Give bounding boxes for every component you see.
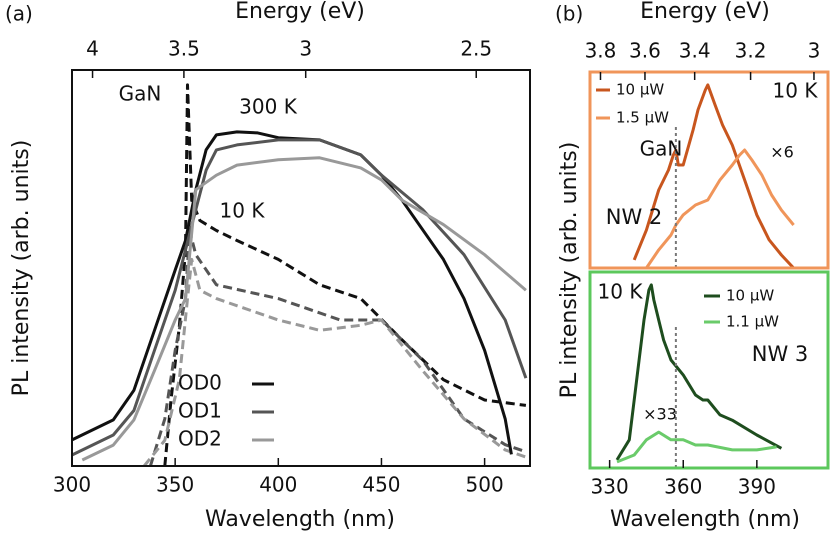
annotation: NW 3 bbox=[752, 342, 809, 366]
annotation: 10 K bbox=[773, 79, 819, 103]
x-tick-label: 400 bbox=[259, 473, 297, 497]
x2-tick-label: 4 bbox=[86, 37, 99, 61]
legend-label: 10 µW bbox=[726, 287, 774, 305]
frame bbox=[71, 69, 531, 467]
legend-label: OD1 bbox=[178, 399, 222, 423]
legend-label: 10 µW bbox=[616, 81, 664, 99]
x2-tick-label: 3.2 bbox=[735, 39, 767, 63]
x-tick-label: 300 bbox=[53, 473, 91, 497]
annotation: 10 K bbox=[598, 280, 644, 304]
curve bbox=[163, 83, 527, 467]
annotation: GaN bbox=[119, 82, 162, 106]
curve bbox=[71, 138, 528, 457]
curve bbox=[615, 283, 783, 461]
x-tick-label: 330 bbox=[591, 475, 629, 499]
legend-label: 1.5 µW bbox=[616, 109, 669, 127]
x2-axis-title: Energy (eV) bbox=[235, 0, 365, 24]
x-axis-title: Wavelength (nm) bbox=[610, 507, 800, 532]
x2-tick-label: 3.4 bbox=[679, 39, 711, 63]
curve bbox=[71, 130, 513, 455]
x2-tick-label: 3.5 bbox=[168, 37, 200, 61]
panel-label: (b) bbox=[555, 2, 583, 26]
annotation: ×6 bbox=[770, 143, 794, 162]
x-tick-label: 500 bbox=[466, 473, 504, 497]
curve bbox=[616, 430, 777, 464]
curve bbox=[632, 83, 795, 270]
frame bbox=[588, 270, 830, 470]
panel-label: (a) bbox=[5, 2, 33, 26]
curve bbox=[81, 156, 527, 462]
x2-tick-label: 2.5 bbox=[460, 37, 492, 61]
annotation: ×33 bbox=[643, 405, 677, 424]
x2-tick-label: 3.6 bbox=[629, 39, 661, 63]
x-tick-label: 390 bbox=[738, 475, 776, 499]
x-tick-label: 450 bbox=[362, 473, 400, 497]
y-axis-title: PL intensity (arb. units) bbox=[9, 140, 34, 397]
frame bbox=[588, 70, 830, 270]
x2-tick-label: 3 bbox=[808, 39, 821, 63]
x2-tick-label: 3.8 bbox=[585, 39, 617, 63]
annotation: 10 K bbox=[220, 199, 266, 223]
x-axis-title: Wavelength (nm) bbox=[205, 507, 395, 532]
legend-label: 1.1 µW bbox=[726, 313, 779, 331]
annotation: 300 K bbox=[239, 95, 298, 119]
x2-tick-label: 3 bbox=[299, 37, 312, 61]
annotation: GaN bbox=[640, 137, 683, 161]
legend-label: OD2 bbox=[178, 427, 222, 451]
x-tick-label: 350 bbox=[156, 473, 194, 497]
annotation: NW 2 bbox=[606, 205, 663, 229]
y-axis-title: PL intensity (arb. units) bbox=[557, 142, 582, 399]
legend-label: OD0 bbox=[178, 371, 222, 395]
x-tick-label: 360 bbox=[664, 475, 702, 499]
curve bbox=[645, 148, 795, 269]
x2-axis-title: Energy (eV) bbox=[640, 0, 770, 24]
